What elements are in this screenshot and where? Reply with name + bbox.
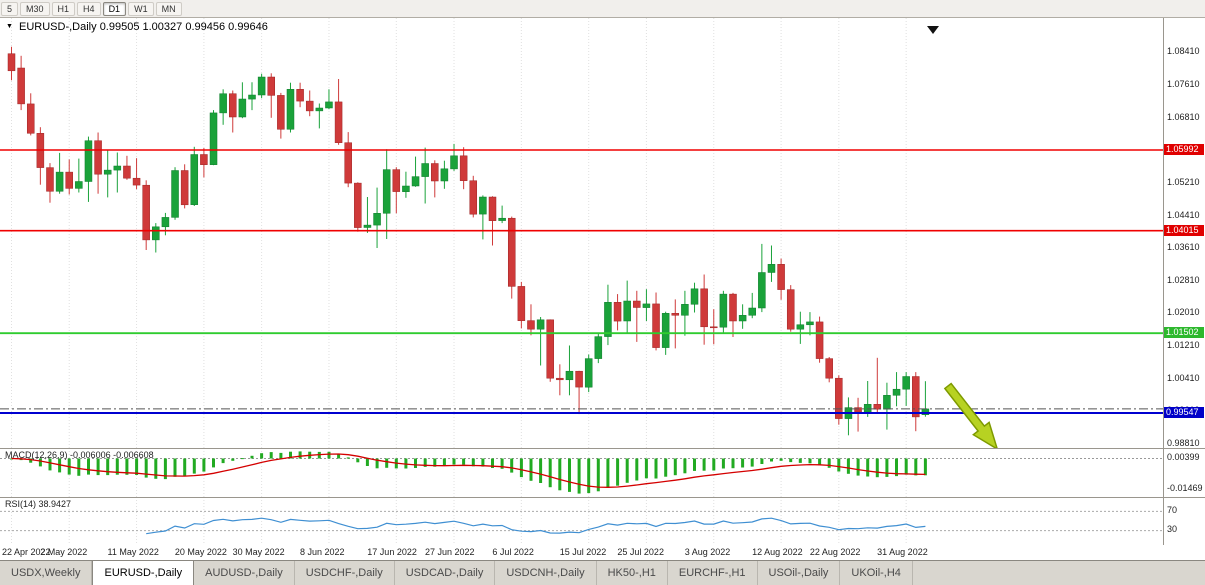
macd-indicator-label: MACD(12,26,9) -0.006006 -0.006608 (5, 450, 154, 460)
price-axis-label: 1.02810 (1167, 275, 1200, 285)
rsi-value: 38.9427 (38, 499, 72, 509)
timeframe-button-mn[interactable]: MN (155, 1, 182, 16)
timeframe-button-w1[interactable]: W1 (128, 1, 154, 16)
timeframe-button-h1[interactable]: H1 (51, 1, 76, 16)
chart-tab-usdx[interactable]: USDX,Weekly (0, 561, 93, 585)
price-axis-badge: 1.01502 (1164, 327, 1204, 338)
date-axis-label: 2 May 2022 (40, 547, 88, 557)
price-axis-badge: 1.05992 (1164, 144, 1204, 155)
price-axis-label: 1.01210 (1167, 340, 1200, 350)
chart-tab-usdchf[interactable]: USDCHF-,Daily (295, 561, 395, 585)
date-axis-label: 20 May 2022 (174, 547, 227, 557)
chart-symbol-timeframe: EURUSD-,Daily (19, 21, 97, 33)
timeframe-button-5[interactable]: 5 (1, 1, 19, 16)
price-axis-badge: 0.99547 (1164, 407, 1204, 418)
date-axis-label: 30 May 2022 (232, 547, 285, 557)
price-macd-pane-divider[interactable] (0, 448, 1205, 449)
timeframe-button-d1[interactable]: D1 (102, 1, 127, 16)
price-axis-label: 1.07610 (1167, 79, 1200, 89)
price-axis-label: 1.00410 (1167, 373, 1200, 383)
rsi-indicator-label: RSI(14) 38.9427 (5, 499, 71, 509)
timeframe-button-m30[interactable]: M30 (20, 1, 50, 16)
date-axis-label: 25 Jul 2022 (617, 547, 664, 557)
date-axis-label: 8 Jun 2022 (299, 547, 345, 557)
date-axis-label: 27 Jun 2022 (425, 547, 475, 557)
price-axis-label: 1.02010 (1167, 307, 1200, 317)
chart-object-marker[interactable] (927, 26, 939, 34)
date-axis-label: 15 Jul 2022 (559, 547, 607, 557)
date-axis-label: 3 Aug 2022 (684, 547, 731, 557)
price-axis-label: 1.03610 (1167, 242, 1200, 252)
date-axis-label: 31 Aug 2022 (877, 547, 928, 557)
chart-tab-audusd[interactable]: AUDUSD-,Daily (194, 561, 295, 585)
chart-tab-usdcad[interactable]: USDCAD-,Daily (395, 561, 496, 585)
macd-name: MACD(12,26,9) (5, 450, 68, 460)
macd-signal-line (11, 453, 926, 488)
date-axis-label: 17 Jun 2022 (367, 547, 417, 557)
rsi-pane-chart[interactable] (0, 497, 1163, 545)
date-axis-label: 12 Aug 2022 (752, 547, 803, 557)
price-axis-label: 1.04410 (1167, 210, 1200, 220)
macd-axis-min-label: -0.01469 (1167, 483, 1203, 493)
chart-tab-eurchf[interactable]: EURCHF-,H1 (668, 561, 758, 585)
price-pane-chart[interactable] (0, 18, 1163, 448)
chart-tab-ukoil[interactable]: UKOil-,H4 (840, 561, 913, 585)
chart-header: ▼ EURUSD-,Daily 0.99505 1.00327 0.99456 … (6, 21, 268, 33)
macd-values: -0.006006 -0.006608 (70, 450, 154, 460)
chart-tab-usoil[interactable]: USOil-,Daily (758, 561, 841, 585)
timeframe-button-h4[interactable]: H4 (77, 1, 101, 16)
date-axis-label: 22 Apr 2022 (2, 547, 51, 557)
candles-layer (7, 46, 930, 436)
price-axis-badge: 1.04015 (1164, 225, 1204, 236)
chart-tab-usdcnh[interactable]: USDCNH-,Daily (495, 561, 597, 585)
macd-rsi-pane-divider[interactable] (0, 497, 1205, 498)
date-axis: 22 Apr 2022 2 May 2022 11 May 2022 20 May 2… (0, 545, 1205, 560)
rsi-level-30-label: 30 (1167, 524, 1178, 534)
down-arrow-annotation[interactable] (940, 380, 1005, 448)
date-axis-label: 11 May 2022 (107, 547, 159, 557)
rsi-line (146, 517, 926, 535)
price-axis-label: 1.08410 (1167, 46, 1200, 56)
price-axis-divider (1163, 18, 1164, 545)
rsi-name: RSI(14) (5, 499, 37, 509)
macd-axis-max-label: 0.00399 (1167, 452, 1200, 462)
chart-tab-hk50[interactable]: HK50-,H1 (597, 561, 668, 585)
price-axis-label: 1.06810 (1167, 112, 1200, 122)
price-axis-label: 1.05210 (1167, 177, 1200, 187)
symbol-dropdown-icon[interactable]: ▼ (6, 23, 13, 30)
chart-tab-eurusd[interactable]: EURUSD-,Daily (92, 561, 195, 585)
timeframe-toolbar: 5 M30 H1 H4 D1 W1 MN (0, 0, 1205, 18)
price-axis-label: 0.98810 (1167, 438, 1200, 448)
chart-ohlc-values: 0.99505 1.00327 0.99456 0.99646 (99, 21, 268, 33)
rsi-level-70-label: 70 (1167, 505, 1178, 515)
date-axis-label: 22 Aug 2022 (809, 547, 861, 557)
chart-tabs-bar: USDX,Weekly EURUSD-,Daily AUDUSD-,Daily USD… (0, 560, 1205, 585)
date-axis-label: 6 Jul 2022 (492, 547, 534, 557)
macd-pane-chart[interactable] (0, 448, 1163, 497)
